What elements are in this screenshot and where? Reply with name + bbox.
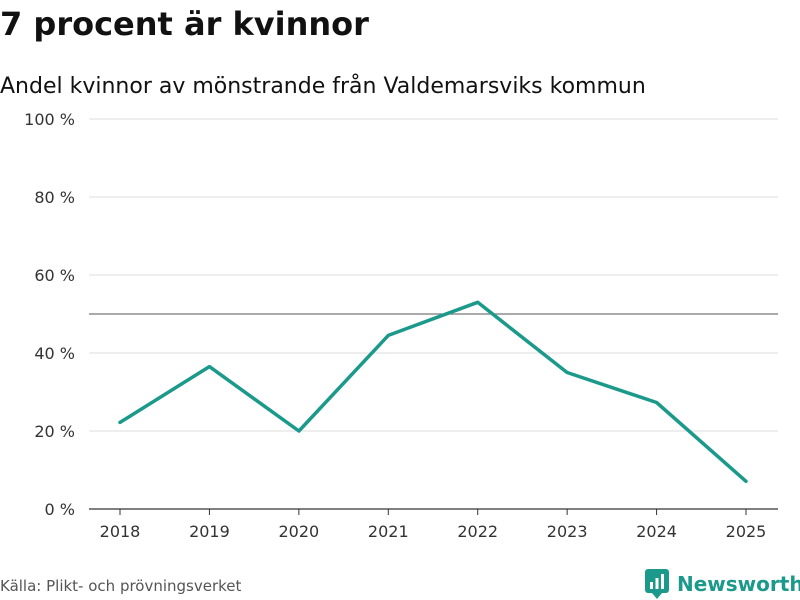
- brand-name: Newsworthy: [677, 572, 800, 596]
- data-point: [208, 365, 211, 368]
- data-point: [655, 401, 658, 404]
- x-tick-label: 2025: [726, 522, 767, 541]
- data-point: [476, 301, 479, 304]
- x-tick-label: 2018: [100, 522, 141, 541]
- y-tick-label: 80 %: [34, 188, 75, 207]
- chart-title: 7 procent är kvinnor: [0, 5, 369, 43]
- x-tick-label: 2020: [278, 522, 319, 541]
- data-point: [565, 371, 569, 374]
- series-line: [118, 300, 748, 484]
- brand-logo: Newsworthy: [645, 569, 800, 599]
- data-point: [297, 429, 301, 433]
- x-tick-label: 2024: [636, 522, 677, 541]
- y-tick-label: 60 %: [34, 266, 75, 285]
- data-point: [744, 480, 748, 483]
- source-note: Källa: Plikt- och prövningsverket: [0, 577, 242, 595]
- newsworthy-logo-icon: [645, 569, 669, 599]
- y-tick-label: 20 %: [34, 422, 75, 441]
- x-tick-label: 2022: [457, 522, 498, 541]
- x-tick-label: 2019: [189, 522, 230, 541]
- y-tick-label: 40 %: [34, 344, 75, 363]
- data-point: [387, 334, 390, 337]
- chart-subtitle: Andel kvinnor av mönstrande från Valdema…: [0, 74, 646, 99]
- y-tick-label: 100 %: [24, 110, 75, 129]
- data-point: [118, 421, 122, 424]
- x-tick-label: 2023: [547, 522, 588, 541]
- x-tick-label: 2021: [368, 522, 409, 541]
- y-tick-label: 0 %: [45, 500, 75, 519]
